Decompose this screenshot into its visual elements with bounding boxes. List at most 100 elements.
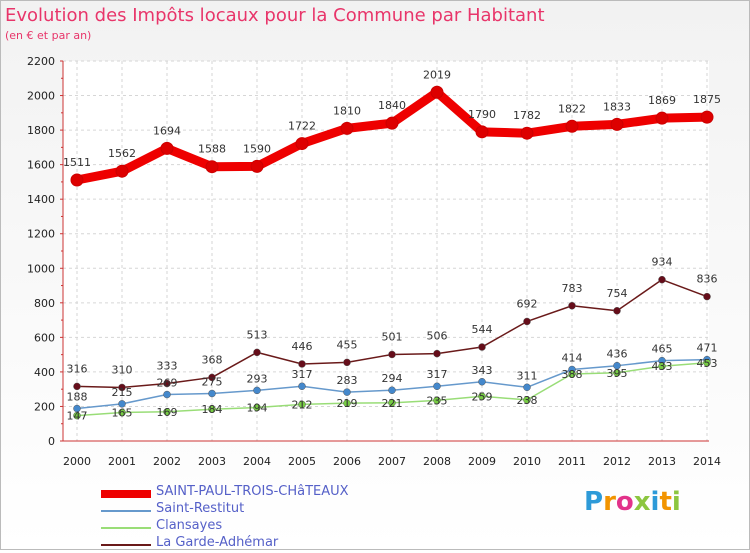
- y-tick-label: 200: [34, 400, 55, 413]
- data-label: 219: [337, 397, 358, 410]
- brand-logo: Proxiti: [584, 487, 681, 517]
- data-label: 1511: [63, 156, 91, 169]
- data-label: 283: [337, 374, 358, 387]
- data-point: [343, 358, 351, 367]
- data-label: 465: [652, 343, 673, 356]
- data-label: 238: [517, 394, 538, 407]
- data-label: 783: [562, 282, 583, 295]
- data-label: 446: [292, 340, 313, 353]
- data-label: 194: [247, 401, 268, 414]
- y-tick-label: 1600: [27, 159, 55, 172]
- data-point: [208, 373, 216, 382]
- data-point: [523, 383, 531, 392]
- x-tick-label: 2008: [423, 455, 451, 468]
- x-tick-label: 2013: [648, 455, 676, 468]
- data-point: [388, 399, 396, 407]
- legend-swatch-clansayes: [101, 527, 151, 529]
- data-label: 2019: [423, 68, 451, 81]
- data-point: [208, 389, 216, 398]
- data-point: [253, 386, 261, 395]
- data-label: 836: [697, 273, 718, 286]
- data-point: [205, 160, 219, 174]
- y-tick-label: 400: [34, 366, 55, 379]
- data-point: [703, 359, 711, 367]
- data-point: [655, 111, 669, 125]
- data-label: 1782: [513, 109, 541, 122]
- legend-swatch-saint-restitut: [101, 510, 151, 512]
- data-point: [478, 343, 486, 351]
- data-label: 212: [292, 398, 313, 411]
- chart-title: Evolution des Impôts locaux pour la Comm…: [5, 5, 545, 26]
- data-label: 1588: [198, 143, 226, 156]
- data-point: [208, 405, 216, 413]
- data-point: [610, 117, 624, 131]
- data-point: [295, 137, 309, 151]
- x-tick-label: 2011: [558, 455, 586, 468]
- data-label: 1875: [693, 93, 721, 106]
- data-label: 934: [652, 256, 673, 269]
- legend-label-saint-restitut: Saint-Restitut: [156, 501, 245, 516]
- data-label: 1869: [648, 94, 676, 107]
- data-point: [118, 400, 126, 408]
- data-point: [160, 141, 174, 155]
- brand-letter: i: [650, 487, 660, 517]
- data-point: [523, 396, 531, 404]
- y-tick-label: 800: [34, 297, 55, 310]
- data-point: [298, 382, 306, 390]
- data-point: [520, 126, 534, 140]
- data-label: 316: [67, 362, 88, 375]
- data-point: [118, 383, 126, 392]
- data-label: 147: [67, 410, 88, 423]
- data-label: 388: [562, 368, 583, 381]
- data-point: [388, 350, 396, 359]
- legend-swatch-saint-paul: [101, 490, 151, 498]
- data-label: 395: [607, 367, 628, 380]
- legend-label-saint-paul: SAINT-PAUL-TROIS-CHâTEAUX: [156, 484, 349, 499]
- data-label: 333: [157, 359, 178, 372]
- data-label: 343: [472, 364, 493, 377]
- y-tick-label: 1200: [27, 228, 55, 241]
- data-label: 1790: [468, 108, 496, 121]
- x-tick-label: 2001: [108, 455, 136, 468]
- data-point: [298, 360, 306, 368]
- data-label: 1694: [153, 124, 181, 137]
- data-label: 453: [697, 357, 718, 370]
- y-tick-label: 1000: [27, 262, 55, 275]
- data-point: [658, 362, 666, 370]
- data-point: [163, 408, 171, 416]
- data-label: 506: [427, 330, 448, 343]
- data-point: [253, 348, 261, 357]
- data-point: [73, 382, 81, 391]
- data-label: 1562: [108, 147, 136, 160]
- data-label: 1722: [288, 120, 316, 133]
- legend-swatch-la-garde: [101, 544, 151, 546]
- data-point: [433, 396, 441, 405]
- data-label: 471: [697, 342, 718, 355]
- data-label: 293: [247, 372, 268, 385]
- data-label: 259: [472, 390, 493, 403]
- brand-letter: o: [615, 487, 634, 517]
- data-point: [163, 390, 171, 399]
- y-tick-label: 0: [48, 435, 55, 448]
- data-point: [115, 164, 129, 178]
- y-tick-label: 1400: [27, 193, 55, 206]
- data-point: [163, 379, 171, 388]
- x-tick-label: 2000: [63, 455, 91, 468]
- chart-subtitle: (en € et par an): [5, 29, 92, 42]
- data-point: [658, 275, 666, 284]
- data-point: [703, 292, 711, 301]
- data-label: 1810: [333, 104, 361, 117]
- data-label: 501: [382, 330, 403, 343]
- data-label: 184: [202, 403, 223, 416]
- data-label: 754: [607, 287, 628, 300]
- x-tick-label: 2010: [513, 455, 541, 468]
- x-tick-label: 2004: [243, 455, 271, 468]
- line-chart: 0 200 400 600 800 1000 1200 1400 1600 1800 2000 220…: [27, 55, 721, 468]
- data-label: 169: [157, 406, 178, 419]
- x-tick-label: 2002: [153, 455, 181, 468]
- brand-letter: P: [584, 487, 604, 517]
- data-point: [568, 302, 576, 310]
- data-label: 544: [472, 323, 493, 336]
- data-point: [700, 110, 714, 124]
